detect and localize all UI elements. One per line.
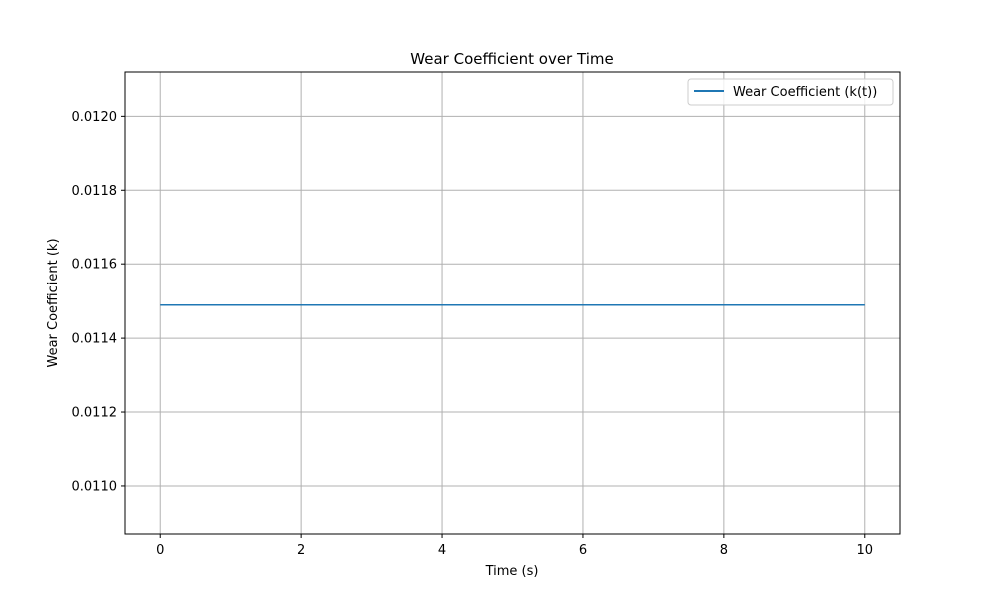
chart-title: Wear Coefficient over Time — [410, 50, 613, 68]
plot-area — [125, 72, 900, 534]
legend-box — [687, 78, 894, 106]
grid — [125, 72, 900, 534]
plot-frame — [124, 71, 901, 535]
y-tick-label: 0.0116 — [72, 258, 118, 273]
y-tick-label: 0.0112 — [72, 406, 118, 421]
x-tick-label: 8 — [720, 543, 728, 558]
x-tick-label: 6 — [579, 543, 587, 558]
legend-label: Wear Coefficient (k(t)) — [733, 85, 877, 100]
y-axis-label: Wear Coefficient (k) — [46, 238, 61, 367]
y-tick-label: 0.0110 — [72, 479, 118, 494]
x-tick-label: 10 — [856, 543, 873, 558]
y-tick-label: 0.0114 — [72, 332, 118, 347]
x-tick-label: 2 — [297, 543, 305, 558]
x-axis-label: Time (s) — [485, 564, 539, 579]
x-tick-label: 4 — [438, 543, 446, 558]
y-tick-label: 0.0118 — [72, 184, 118, 199]
x-tick-label: 0 — [156, 543, 164, 558]
axis-ticks: 0 2 4 6 8 10 0.0110 0.0112 0.0114 0.0116 0.0118 0.0… — [72, 110, 874, 558]
legend: Wear Coefficient (k(t)) — [687, 78, 894, 106]
y-tick-label: 0.0120 — [72, 110, 118, 125]
